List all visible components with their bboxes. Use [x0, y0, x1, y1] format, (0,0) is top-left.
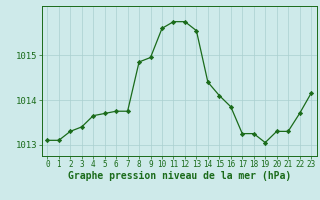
X-axis label: Graphe pression niveau de la mer (hPa): Graphe pression niveau de la mer (hPa): [68, 171, 291, 181]
